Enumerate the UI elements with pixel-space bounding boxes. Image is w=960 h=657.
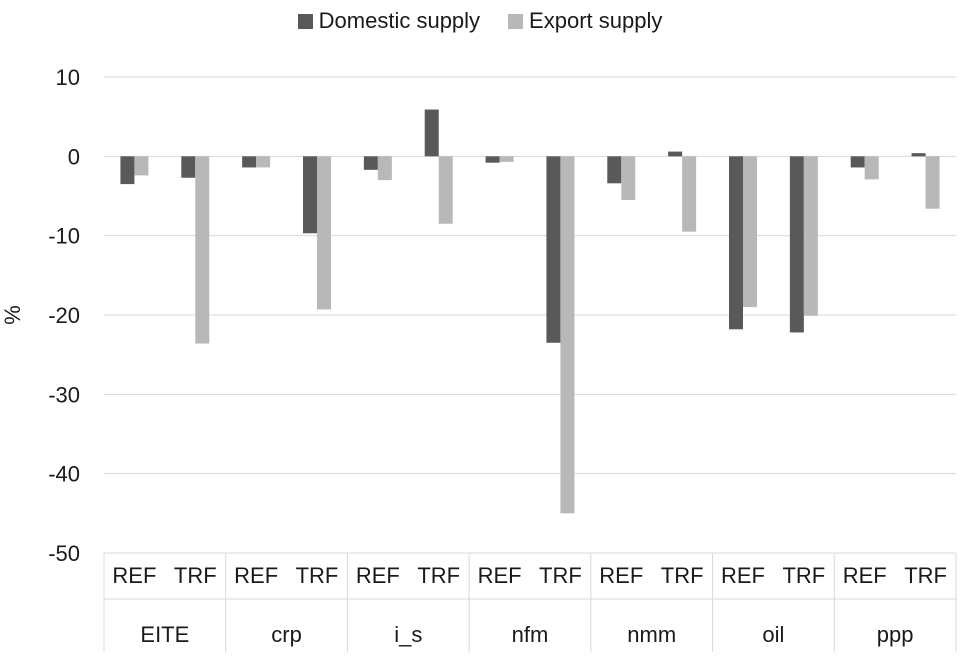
bar [317, 156, 331, 310]
x-tick-label-group: i_s [394, 622, 422, 647]
bar [424, 109, 439, 157]
x-tick-label-scenario: TRF [296, 563, 339, 588]
x-tick-label-scenario: TRF [782, 563, 825, 588]
bar [729, 156, 743, 330]
bar [363, 156, 378, 170]
bar [560, 156, 575, 514]
x-tick-label-scenario: REF [112, 563, 156, 588]
bar [546, 156, 561, 343]
bar [195, 156, 210, 344]
x-tick-label-group: nmm [627, 622, 676, 647]
bar [682, 156, 697, 232]
bar [242, 156, 257, 168]
x-tick-label-scenario: REF [721, 563, 765, 588]
bar [499, 156, 514, 162]
x-tick-label-scenario: TRF [661, 563, 704, 588]
legend-item-domestic: Domestic supply [297, 8, 481, 34]
x-tick-label-scenario: TRF [174, 563, 217, 588]
bar [256, 156, 271, 168]
y-tick-label: -30 [48, 382, 80, 407]
bar [850, 156, 865, 168]
bar [607, 156, 622, 184]
bar [438, 156, 453, 224]
y-tick-label: -10 [48, 224, 80, 249]
bar [911, 153, 926, 157]
bar [120, 156, 135, 185]
bar [925, 156, 940, 209]
legend-swatch-export [508, 13, 524, 29]
x-tick-label-scenario: TRF [539, 563, 582, 588]
bar [803, 156, 818, 316]
x-tick-label-group: EITE [140, 622, 189, 647]
x-tick-label-scenario: REF [356, 563, 400, 588]
x-tick-label-scenario: REF [234, 563, 278, 588]
x-tick-label-scenario: REF [843, 563, 887, 588]
y-tick-label: 10 [56, 65, 80, 90]
x-tick-label-group: ppp [877, 622, 914, 647]
legend-label-domestic: Domestic supply [318, 8, 481, 33]
bar-layer [120, 109, 940, 514]
bar [181, 156, 196, 178]
bar [485, 156, 500, 163]
grid-layer [104, 76, 956, 554]
x-tick-label-scenario: REF [599, 563, 643, 588]
legend: Domestic supply Export supply [0, 8, 960, 34]
bar [668, 151, 683, 157]
bar [303, 156, 317, 234]
bar [743, 156, 757, 308]
bar [134, 156, 149, 176]
bar [864, 156, 879, 180]
legend-label-export: Export supply [529, 8, 663, 33]
axis-layer: 10 0 -10 -20 -30 -40 -50 REF TRF EITE REF TRF crp REF… [48, 65, 957, 652]
legend-swatch-domestic [297, 13, 313, 29]
x-tick-label-group: oil [762, 622, 784, 647]
y-axis-label: % [0, 305, 25, 325]
x-tick-label-scenario: REF [478, 563, 522, 588]
y-tick-label: -40 [48, 462, 80, 487]
legend-item-export: Export supply [508, 8, 662, 34]
bar [621, 156, 636, 200]
y-tick-label: -50 [48, 541, 80, 566]
x-tick-label-group: crp [271, 622, 302, 647]
x-tick-label-scenario: TRF [904, 563, 947, 588]
bar [789, 156, 804, 333]
x-tick-label-group: nfm [512, 622, 549, 647]
bar [377, 156, 392, 181]
x-tick-label-scenario: TRF [417, 563, 460, 588]
y-tick-label: -20 [48, 303, 80, 328]
y-tick-label: 0 [68, 144, 80, 169]
